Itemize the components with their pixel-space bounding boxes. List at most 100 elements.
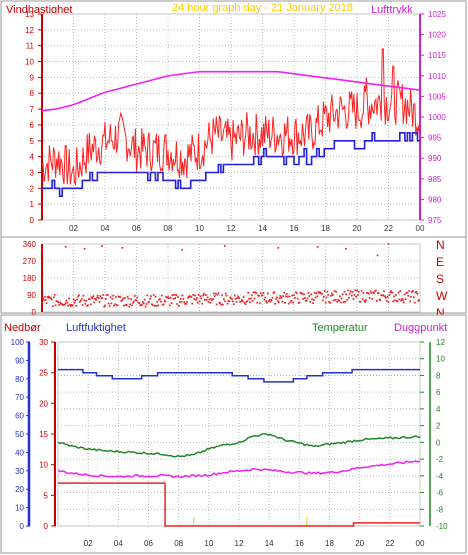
direction-point: [208, 298, 211, 301]
direction-point: [143, 298, 146, 301]
direction-point: [102, 294, 105, 296]
direction-point: [43, 296, 46, 298]
direction-point: [187, 296, 190, 298]
direction-point: [246, 300, 249, 302]
direction-point: [112, 294, 114, 297]
direction-point: [276, 296, 278, 299]
humidity-tick-label: 30: [39, 338, 48, 347]
temperature-time-tick-label: 08: [174, 539, 183, 548]
series-line-luftfuktighet: [58, 368, 420, 383]
direction-point: [180, 300, 183, 303]
direction-point: [358, 300, 361, 303]
direction-point: [168, 297, 170, 300]
direction-point: [233, 294, 236, 297]
direction-point: [248, 298, 250, 300]
humidity-tick-label: 25: [39, 369, 48, 378]
direction-point: [224, 292, 227, 295]
direction-point: [203, 292, 205, 295]
direction-point: [277, 246, 280, 249]
direction-point: [406, 291, 409, 294]
direction-point: [89, 303, 92, 306]
direction-point: [152, 294, 155, 296]
direction-point: [303, 293, 305, 295]
direction-point: [57, 301, 60, 304]
direction-point: [187, 296, 189, 299]
direction-point: [349, 292, 351, 295]
direction-point: [130, 298, 132, 301]
humidity-axis-label: Luftfuktighet: [66, 322, 126, 334]
direction-point: [403, 301, 405, 304]
wind-time-tick-label: 18: [321, 224, 330, 233]
direction-point: [331, 292, 333, 295]
direction-point: [171, 294, 174, 297]
direction-point: [328, 301, 330, 303]
wind-speed-tick-label: 12: [25, 26, 34, 35]
wind-speed-tick-label: 0: [30, 216, 35, 225]
precipitation-tick-label: 40: [15, 448, 24, 457]
humidity-tick-label: 10: [39, 461, 48, 470]
direction-point: [412, 296, 415, 299]
direction-point: [278, 297, 281, 300]
direction-point: [307, 291, 310, 294]
direction-point: [115, 304, 118, 306]
direction-point: [67, 304, 69, 307]
direction-point: [378, 298, 381, 301]
direction-point: [291, 294, 294, 297]
temperature-time-axis: 02 04 06 08 10 12 14 16 18 20 22 00: [84, 539, 425, 548]
precipitation-tick-label: 70: [15, 393, 24, 402]
direction-point: [120, 300, 123, 302]
direction-point: [376, 300, 378, 302]
direction-point: [66, 301, 69, 304]
wind-speed-tick-label: 4: [30, 153, 35, 162]
temperature-tick-label: -8: [436, 505, 444, 514]
direction-point: [400, 299, 402, 302]
direction-point: [134, 299, 137, 301]
direction-point: [214, 292, 217, 295]
direction-point: [113, 304, 115, 307]
direction-point: [181, 294, 184, 297]
direction-point: [182, 298, 185, 300]
direction-point: [251, 300, 254, 302]
direction-point: [207, 300, 210, 303]
pressure-tick-label: 1020: [428, 31, 446, 40]
direction-tick-label: 360: [23, 240, 37, 249]
direction-point: [280, 296, 283, 299]
direction-point: [290, 299, 293, 302]
direction-point: [127, 297, 130, 300]
series-line-lufttrykk: [41, 70, 421, 112]
direction-point: [361, 298, 364, 300]
direction-point: [368, 296, 371, 299]
direction-point: [405, 291, 408, 294]
direction-point: [191, 302, 194, 305]
direction-point: [151, 304, 154, 306]
direction-point: [316, 246, 319, 248]
direction-point: [41, 301, 43, 304]
wind-speed-tick-label: 10: [25, 58, 34, 67]
direction-point: [264, 296, 267, 299]
direction-point: [99, 295, 102, 298]
direction-point: [47, 296, 50, 299]
direction-point: [383, 290, 385, 293]
direction-point: [156, 300, 159, 303]
direction-grid: [41, 243, 421, 313]
direction-point: [192, 294, 195, 296]
direction-point: [300, 292, 303, 295]
temperature-time-tick-label: 02: [84, 539, 93, 548]
direction-point: [339, 295, 341, 298]
wind-time-tick-label: 22: [384, 224, 393, 233]
direction-point: [200, 297, 203, 300]
compass-label: N: [436, 306, 445, 320]
direction-point: [299, 291, 302, 294]
direction-point: [259, 302, 261, 305]
direction-point: [358, 290, 360, 293]
pressure-tick-label: 1005: [428, 92, 446, 101]
direction-point: [153, 304, 156, 307]
direction-point: [387, 243, 390, 245]
direction-point: [393, 295, 395, 298]
direction-point: [253, 297, 256, 300]
direction-point: [64, 246, 67, 248]
direction-point: [147, 301, 150, 304]
direction-point: [221, 294, 223, 297]
direction-point: [68, 297, 70, 300]
direction-point: [65, 300, 68, 302]
